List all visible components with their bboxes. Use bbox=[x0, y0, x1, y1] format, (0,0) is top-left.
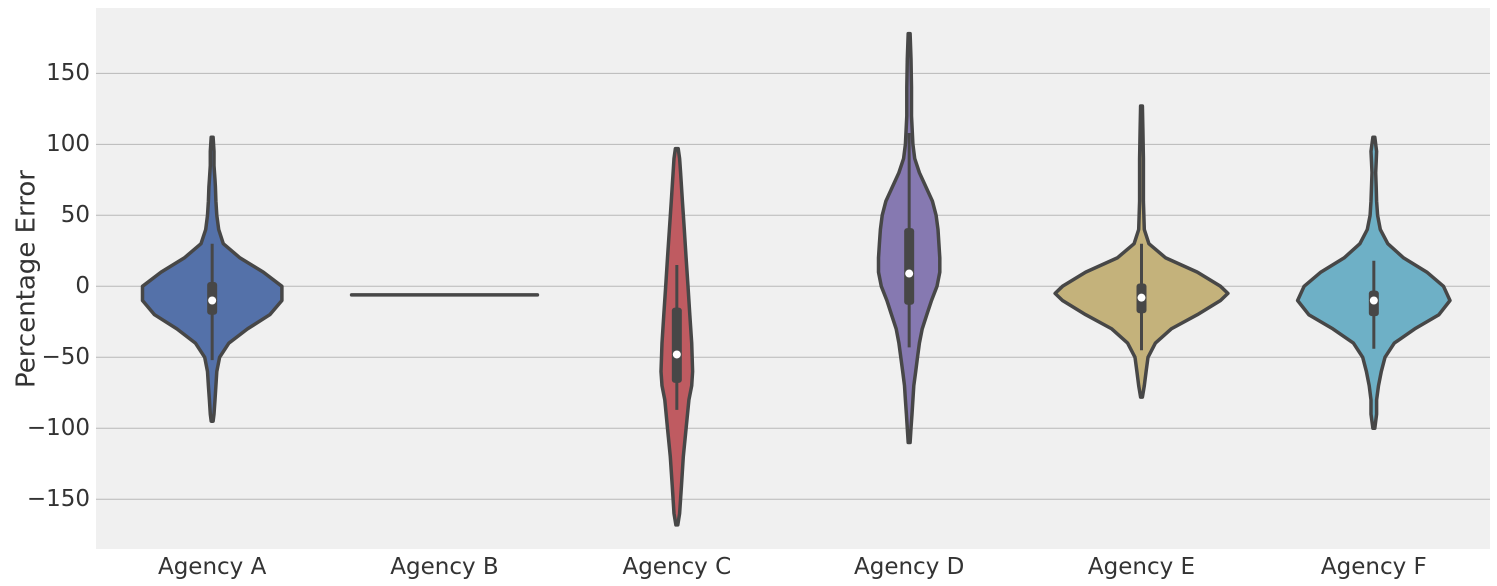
y-tick-label: 100 bbox=[46, 131, 90, 157]
violin-agency-d bbox=[876, 31, 942, 445]
violin-iqr-box bbox=[904, 228, 915, 305]
violin-median-dot bbox=[672, 350, 681, 359]
x-tick-label: Agency A bbox=[158, 554, 267, 580]
x-tick-label: Agency C bbox=[622, 554, 731, 580]
grid-lines bbox=[96, 72, 1490, 500]
y-tick-label: −150 bbox=[27, 486, 90, 512]
y-tick-label: 0 bbox=[75, 273, 90, 299]
violin-median-dot bbox=[208, 296, 217, 305]
y-tick-label: −50 bbox=[41, 344, 90, 370]
x-tick-labels: Agency A Agency B Agency C Agency D Agency E… bbox=[158, 554, 1427, 580]
y-tick-label: −100 bbox=[27, 415, 90, 441]
y-axis-label: Percentage Error bbox=[12, 170, 42, 388]
violins bbox=[140, 31, 1452, 527]
x-tick-label: Agency B bbox=[390, 554, 498, 580]
x-tick-label: Agency F bbox=[1321, 554, 1427, 580]
violin-median-dot bbox=[1369, 296, 1378, 305]
violin-iqr-box bbox=[671, 307, 682, 383]
violin-agency-c bbox=[659, 146, 695, 527]
violin-agency-e bbox=[1053, 104, 1230, 399]
y-tick-labels: 150 100 50 0 −50 −100 −150 bbox=[27, 60, 90, 512]
y-tick-label: 150 bbox=[46, 60, 90, 86]
violin-agency-f bbox=[1295, 135, 1452, 431]
x-tick-label: Agency D bbox=[854, 554, 964, 580]
violin-median-dot bbox=[1137, 293, 1146, 302]
y-tick-label: 50 bbox=[61, 202, 90, 228]
violin-agency-a bbox=[140, 135, 284, 423]
violin-median-dot bbox=[905, 269, 914, 278]
x-tick-label: Agency E bbox=[1088, 554, 1195, 580]
plot-background bbox=[96, 8, 1490, 549]
